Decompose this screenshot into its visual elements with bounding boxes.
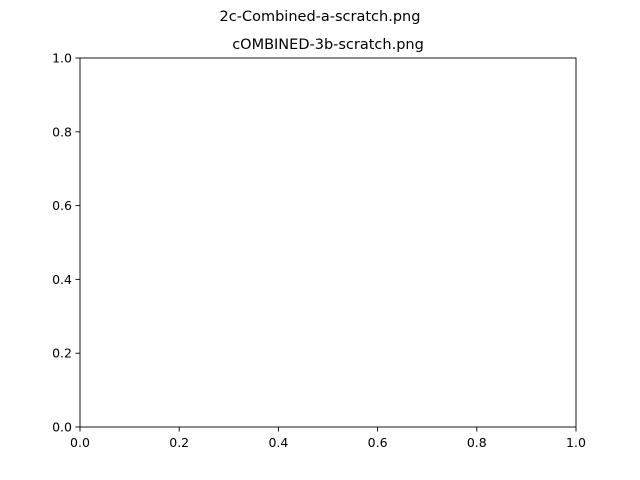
x-tick-label: 0.0 bbox=[70, 435, 90, 450]
y-tick-label: 1.0 bbox=[52, 51, 72, 66]
axes-title: cOMBINED-3b-scratch.png bbox=[232, 37, 424, 53]
y-tick-label: 0.2 bbox=[52, 346, 72, 361]
x-tick-label: 0.8 bbox=[467, 435, 487, 450]
x-axis: 0.0 0.2 0.4 0.6 0.8 1.0 bbox=[70, 427, 586, 450]
figure-suptitle: 2c-Combined-a-scratch.png bbox=[220, 9, 421, 25]
x-tick-label: 0.4 bbox=[268, 435, 288, 450]
axes-frame bbox=[79, 57, 577, 428]
y-tick-label: 0.6 bbox=[52, 198, 72, 213]
x-tick-label: 1.0 bbox=[566, 435, 586, 450]
y-tick-label: 0.4 bbox=[52, 272, 72, 287]
x-tick-label: 0.2 bbox=[169, 435, 189, 450]
y-tick-label: 0.0 bbox=[52, 420, 72, 435]
y-axis: 0.0 0.2 0.4 0.6 0.8 1.0 bbox=[52, 51, 80, 435]
y-tick-label: 0.8 bbox=[52, 124, 72, 139]
x-tick-label: 0.6 bbox=[368, 435, 388, 450]
